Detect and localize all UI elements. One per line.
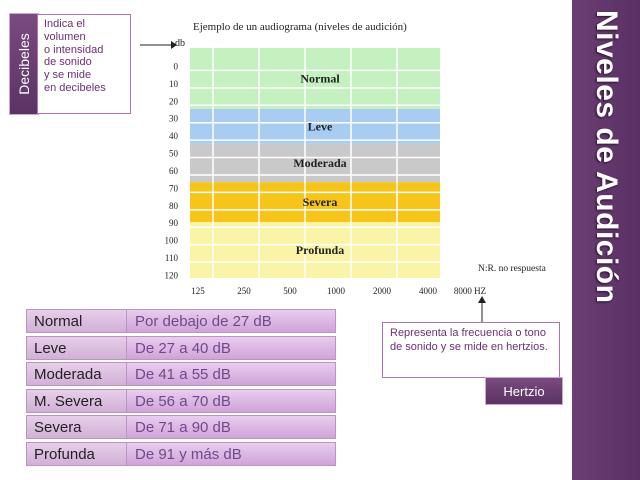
- chart-title: Ejemplo de un audiograma (niveles de aud…: [193, 21, 407, 33]
- range-cell: Por debajo de 27 dB: [126, 309, 336, 333]
- y-tick-label: 120: [165, 271, 179, 281]
- level-cell: Normal: [26, 309, 127, 333]
- x-tick-label: 4000: [419, 286, 438, 296]
- level-cell: Moderada: [26, 362, 127, 387]
- band-label: Moderada: [293, 156, 346, 170]
- x-tick-label: 1000: [327, 286, 346, 296]
- y-tick-label: 60: [169, 166, 179, 176]
- table-row: Normal Por debajo de 27 dB: [26, 309, 336, 333]
- decibels-note-line: de sonido: [44, 56, 92, 69]
- decibels-note-line: y se mide: [44, 69, 92, 82]
- level-cell: Leve: [26, 335, 127, 360]
- decibels-note-line: o intensidad: [44, 43, 104, 56]
- frequency-note: Representa la frecuencia o tono de sonid…: [382, 322, 560, 378]
- range-cell: De 41 a 55 dB: [126, 362, 336, 387]
- range-cell: De 56 a 70 dB: [126, 388, 336, 413]
- hertzio-tab: Hertzio: [485, 377, 563, 405]
- band-label: Normal: [300, 71, 340, 85]
- band-severa: [190, 182, 440, 223]
- y-tick-label: 30: [169, 114, 179, 124]
- band-label: Leve: [308, 119, 333, 133]
- chart-unit-label: db: [175, 38, 185, 49]
- y-tick-label: 70: [169, 183, 179, 193]
- decibeles-tab-label: Decibeles: [16, 33, 32, 95]
- table-row: Moderada De 41 a 55 dB: [26, 362, 336, 387]
- decibels-note-line: en decibeles: [44, 81, 106, 94]
- decibels-note-line: Indica el: [44, 18, 85, 30]
- x-tick-label: 125: [191, 286, 205, 296]
- band-moderada: [190, 143, 440, 183]
- x-tick-label: 8000 HZ: [454, 286, 486, 296]
- x-tick-label: 500: [283, 286, 297, 296]
- table-row: Leve De 27 a 40 dB: [26, 335, 336, 360]
- audiogram-chart: Normal Leve Moderada Severa Profunda 0 10 20 30 4…: [165, 48, 490, 296]
- decibels-note: Indica el volumen o intensidad de sonido…: [37, 14, 131, 114]
- arrow-up-icon: [478, 296, 486, 323]
- hearing-level-table: Normal Por debajo de 27 dB Leve De 27 a …: [26, 309, 336, 469]
- table-row: M. Severa De 56 a 70 dB: [26, 388, 336, 413]
- table-row: Severa De 71 a 90 dB: [26, 415, 336, 440]
- y-tick-label: 40: [169, 131, 179, 141]
- x-tick-label: 2000: [373, 286, 392, 296]
- arrow-icon: [140, 41, 177, 49]
- title-band: [572, 0, 640, 480]
- range-cell: De 27 a 40 dB: [126, 335, 336, 360]
- level-cell: Severa: [26, 415, 127, 440]
- y-tick-label: 0: [174, 61, 179, 71]
- range-cell: De 91 y más dB: [126, 441, 336, 466]
- y-tick-label: 100: [165, 236, 179, 246]
- x-tick-label: 250: [237, 286, 251, 296]
- band-label: Profunda: [296, 243, 344, 257]
- table-row: Profunda De 91 y más dB: [26, 441, 336, 466]
- side-title: Niveles de Audición: [590, 10, 623, 304]
- y-tick-label: 20: [169, 96, 179, 106]
- band-profunda: [190, 222, 440, 278]
- level-cell: M. Severa: [26, 388, 127, 413]
- decibeles-tab: Decibeles: [9, 13, 39, 115]
- no-response-label: N:R. no respuesta: [478, 264, 546, 274]
- band-normal: [190, 48, 440, 109]
- band-leve: [190, 108, 440, 144]
- range-cell: De 71 a 90 dB: [126, 415, 336, 440]
- level-cell: Profunda: [26, 441, 127, 466]
- y-tick-label: 90: [169, 218, 179, 228]
- decibels-note-line: volumen: [44, 30, 86, 43]
- y-tick-label: 80: [169, 201, 179, 211]
- band-label: Severa: [303, 195, 338, 209]
- y-tick-label: 110: [165, 253, 179, 263]
- y-tick-label: 10: [169, 79, 179, 89]
- y-tick-label: 50: [169, 149, 179, 159]
